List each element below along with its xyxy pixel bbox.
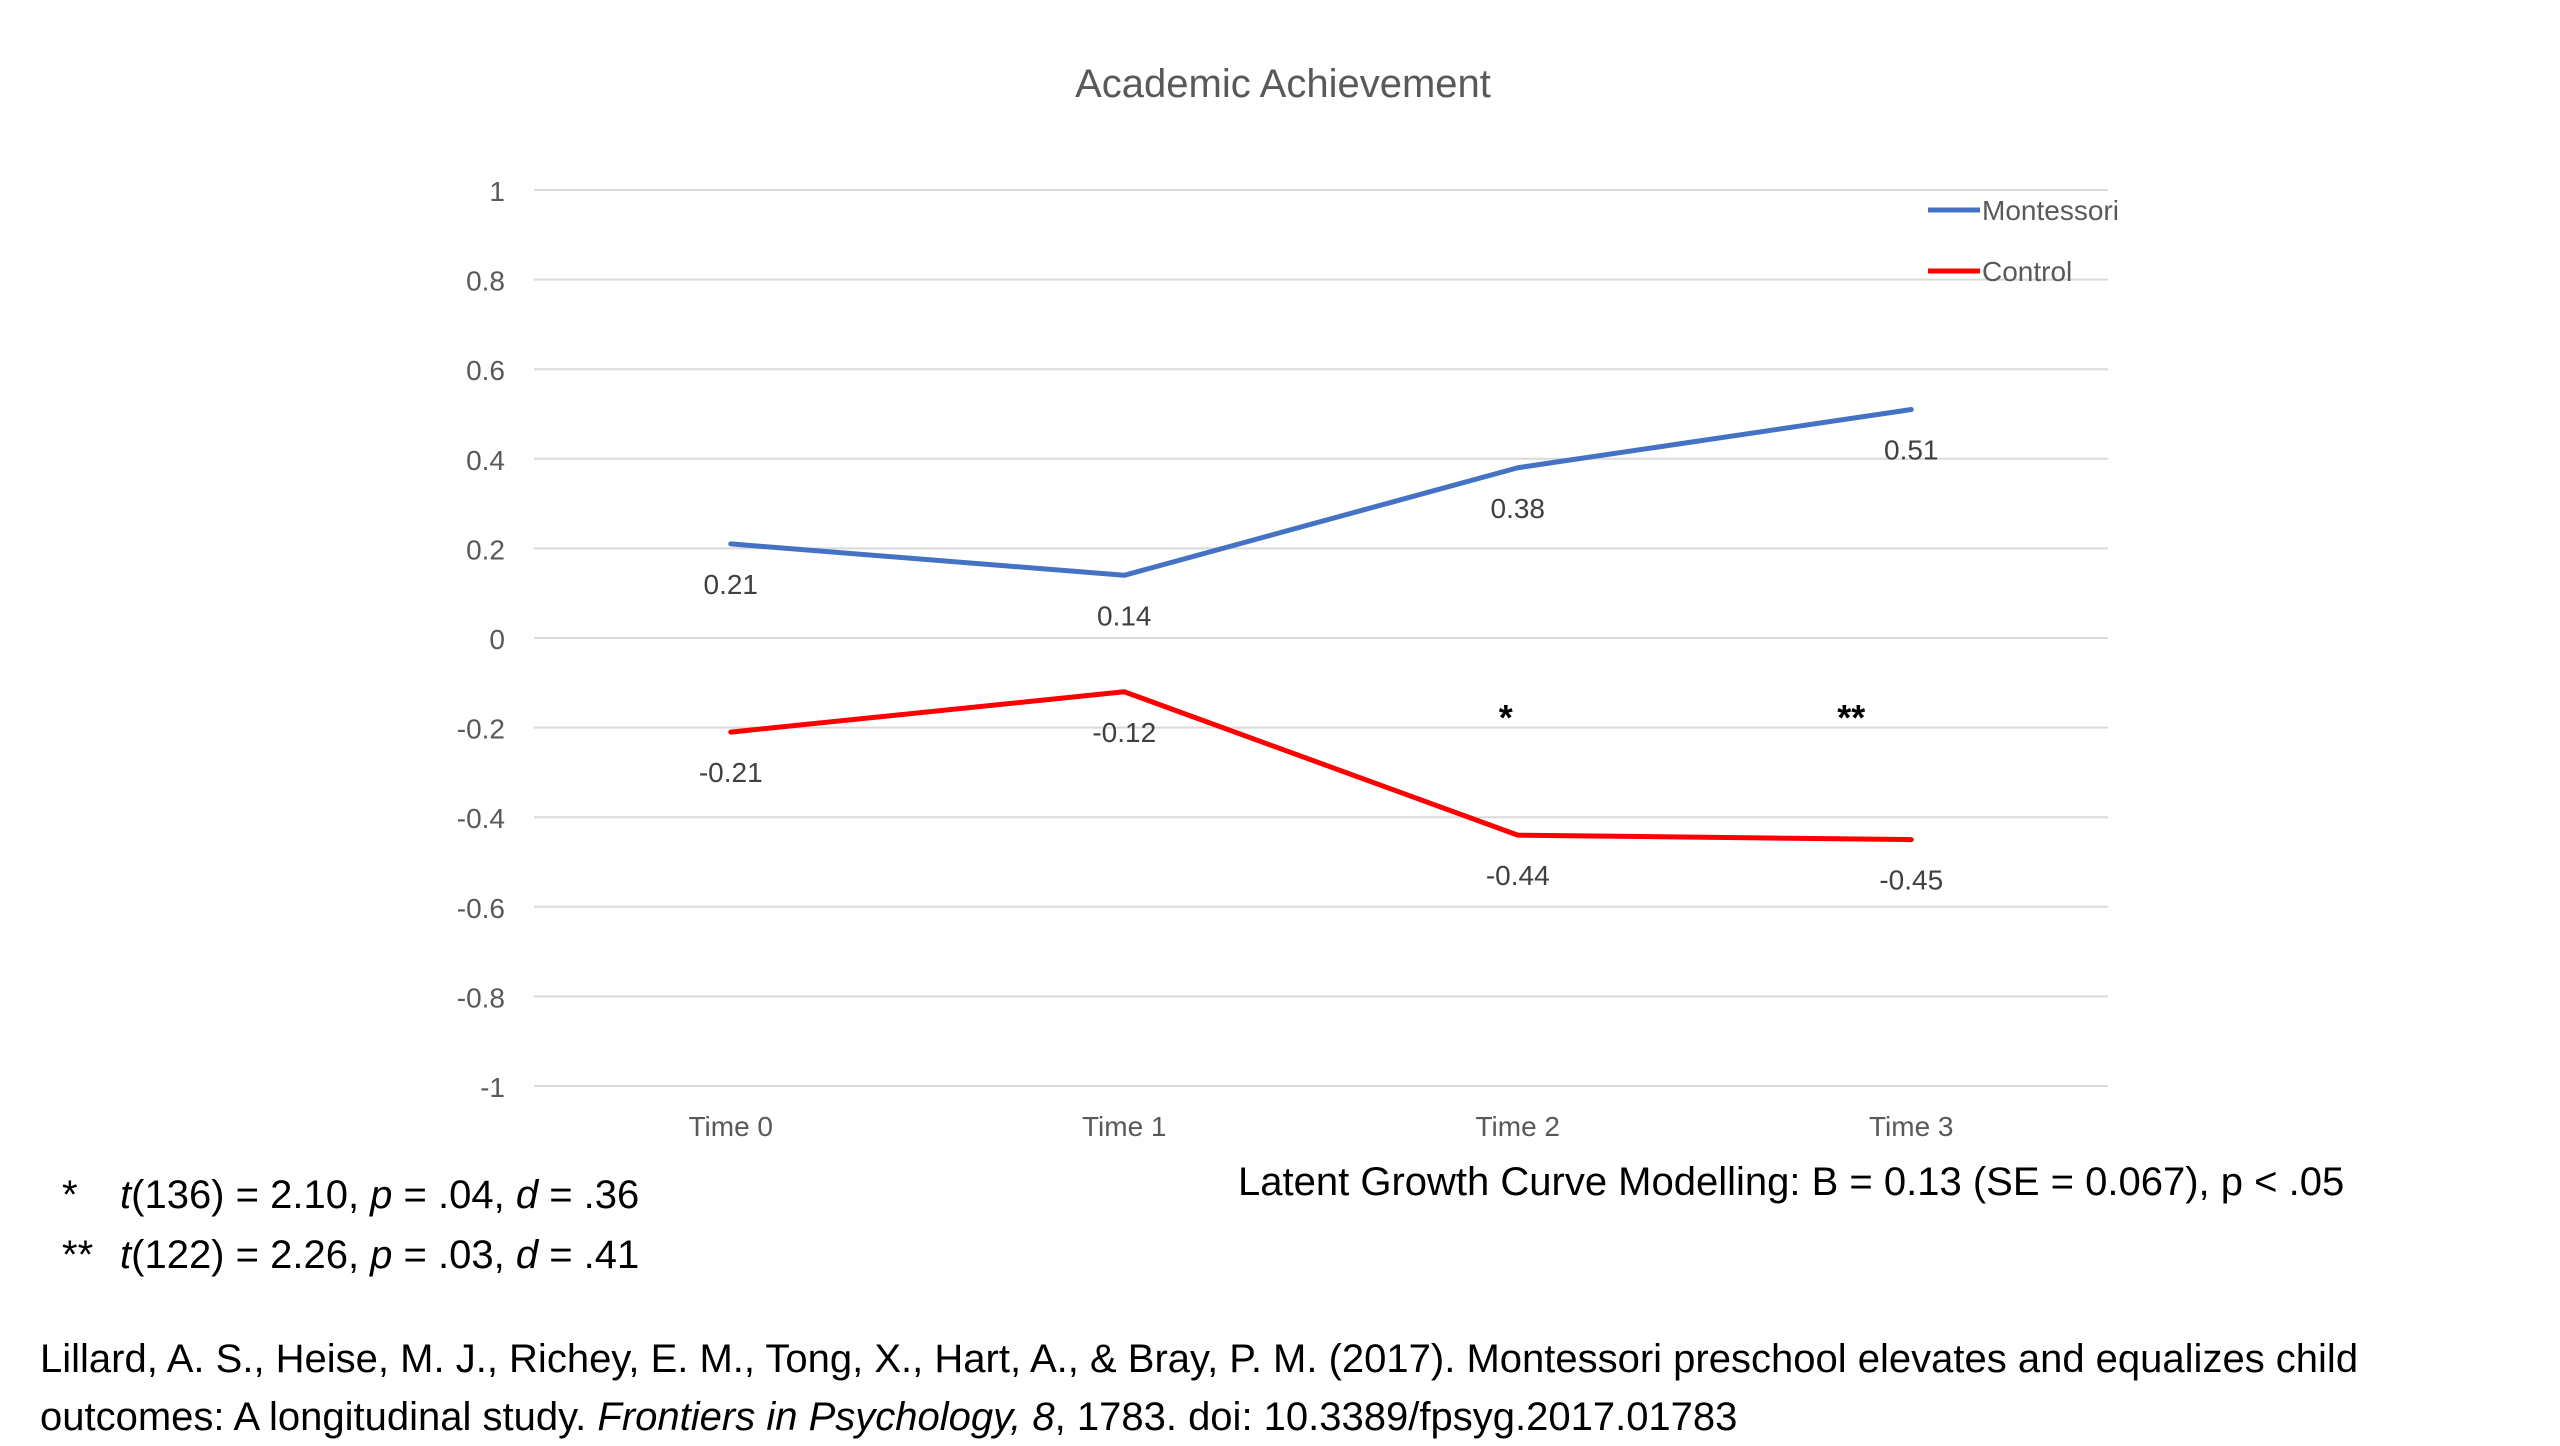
y-tick-label: 0.2	[466, 534, 505, 565]
citation: Lillard, A. S., Heise, M. J., Richey, E.…	[40, 1330, 2358, 1446]
y-axis-ticks: 1 0.8 0.6 0.4 0.2 0 -0.2 -0.4 -0.6 -0.8 -1	[457, 176, 505, 1103]
y-tick-label: -0.6	[457, 893, 505, 924]
note-d: d	[515, 1233, 539, 1277]
citation-post: , 1783. doi: 10.3389/fpsyg.2017.01783	[1054, 1395, 1738, 1439]
chart-title: Academic Achievement	[1075, 62, 1491, 106]
data-label: 0.21	[704, 569, 759, 600]
data-label: -0.12	[1092, 717, 1156, 748]
data-label: 0.38	[1491, 493, 1546, 524]
note-p: p	[370, 1233, 393, 1277]
note-dval: = .41	[538, 1233, 640, 1277]
note-marker: *	[62, 1173, 78, 1217]
note-df: (122) = 2.26,	[131, 1233, 371, 1277]
line-chart: Academic Achievement 1 0.8 0.6 0.4 0.2 0 -0.2 -…	[457, 62, 2119, 1142]
data-label: -0.45	[1879, 865, 1943, 896]
x-axis-ticks: Time 0 Time 1 Time 2 Time 3	[688, 1111, 1953, 1142]
y-tick-label: -0.4	[457, 803, 505, 834]
data-label: -0.44	[1486, 860, 1550, 891]
x-tick-label: Time 2	[1475, 1111, 1560, 1142]
significance-marker: **	[1837, 697, 1865, 738]
legend: Montessori Control	[1928, 195, 2119, 287]
note-marker: **	[62, 1233, 94, 1277]
series-line-montessori	[728, 407, 1914, 578]
note-pval: = .03,	[392, 1233, 516, 1277]
citation-line-2: outcomes: A longitudinal study. Frontier…	[40, 1388, 2358, 1446]
citation-line-1: Lillard, A. S., Heise, M. J., Richey, E.…	[40, 1337, 2359, 1381]
note-stat: t	[120, 1173, 132, 1217]
note-df: (136) = 2.10,	[131, 1173, 371, 1217]
note-d: d	[515, 1173, 539, 1217]
data-label: 0.14	[1097, 600, 1152, 631]
legend-label: Montessori	[1982, 195, 2119, 226]
y-tick-label: 0.4	[466, 445, 505, 476]
data-label: 0.51	[1884, 435, 1939, 466]
note-pval: = .04,	[392, 1173, 516, 1217]
data-labels: 0.21 0.14 0.38 0.51 -0.21 -0.12 -0.44 -0.45	[699, 435, 1943, 896]
y-tick-label: 0.8	[466, 266, 505, 297]
significance-markers: * **	[1499, 697, 1866, 738]
citation-journal: Frontiers in Psychology, 8	[597, 1395, 1055, 1439]
y-tick-label: -1	[480, 1072, 505, 1103]
note-p: p	[370, 1173, 393, 1217]
y-tick-label: 0.6	[466, 355, 505, 386]
citation-pre: outcomes: A longitudinal study.	[40, 1395, 598, 1439]
series-line-control	[728, 689, 1914, 843]
legend-label: Control	[1982, 256, 2072, 287]
note-line-1: * t(136) = 2.10, p = .04, d = .36	[62, 1165, 639, 1225]
note-stat: t	[120, 1233, 132, 1277]
x-tick-label: Time 0	[688, 1111, 773, 1142]
significance-marker: *	[1499, 697, 1513, 738]
series-lines	[728, 407, 1914, 843]
gridlines	[534, 189, 2108, 1087]
y-tick-label: 0	[489, 624, 505, 655]
significance-notes: * t(136) = 2.10, p = .04, d = .36 ** t(122…	[62, 1165, 639, 1285]
note-line-2: ** t(122) = 2.26, p = .03, d = .41	[62, 1225, 639, 1285]
y-tick-label: 1	[489, 176, 505, 207]
x-tick-label: Time 1	[1082, 1111, 1167, 1142]
x-tick-label: Time 3	[1869, 1111, 1954, 1142]
model-result: Latent Growth Curve Modelling: B = 0.13 …	[1238, 1160, 2345, 1204]
y-tick-label: -0.2	[457, 714, 505, 745]
note-dval: = .36	[538, 1173, 640, 1217]
y-tick-label: -0.8	[457, 982, 505, 1013]
data-label: -0.21	[699, 757, 763, 788]
